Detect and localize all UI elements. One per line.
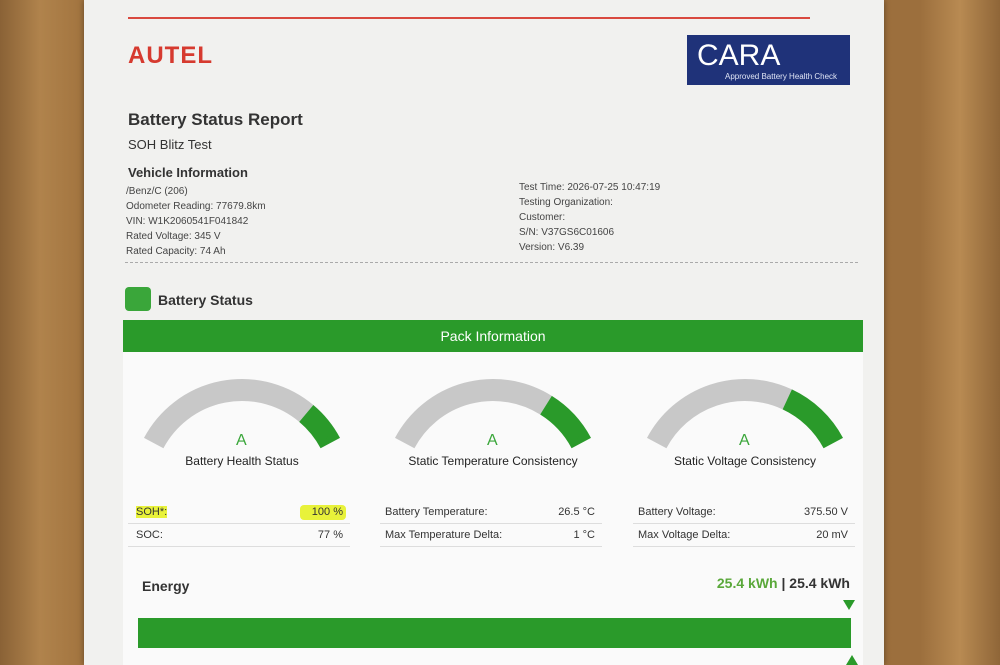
gauge-label: Battery Health Status (185, 454, 299, 468)
row-key: Max Voltage Delta: (638, 529, 731, 541)
row-key: SOC: (136, 529, 163, 541)
highlight (300, 505, 346, 520)
gauge-arc (143, 379, 314, 449)
badge: CARA Approved Battery Health Check (687, 35, 850, 85)
gauge-pointer (316, 436, 328, 447)
row-value: 26.5 °C (558, 506, 595, 518)
row-rule (380, 546, 602, 547)
pack-heading: Pack Information (123, 320, 863, 352)
gauge-arc (298, 404, 341, 449)
row-value: 77 % (317, 529, 343, 541)
row-rule (380, 523, 602, 524)
status-heading: Battery Status (158, 292, 253, 308)
header-rule (128, 17, 810, 19)
vehicle-line: Rated Capacity: 74 Ah (126, 246, 226, 257)
energy-fill (138, 618, 851, 648)
vehicle-line: Testing Organization: (519, 197, 613, 208)
row-value: 20 mV (816, 529, 848, 541)
row-rule (128, 523, 350, 524)
gauge-grade: A (739, 432, 750, 449)
row-rule (633, 546, 855, 547)
vehicle-line: Version: V6.39 (519, 242, 585, 253)
vehicle-line: Customer: (519, 212, 566, 223)
gauge-label: Static Temperature Consistency (408, 454, 578, 468)
energy-total: 25.4 kWh (789, 575, 850, 591)
energy-current: 25.4 kWh (716, 575, 778, 591)
gauge-label: Static Voltage Consistency (673, 454, 817, 468)
row-rule (128, 546, 350, 547)
badge-subtitle: Approved Battery Health Check (725, 72, 838, 81)
vehicle-line: Odometer Reading: 77679.8km (126, 201, 266, 212)
row-key: Battery Temperature: (385, 506, 488, 518)
marker (846, 655, 858, 665)
report-title: Battery Status Report (128, 110, 303, 129)
gauge-arc (782, 389, 844, 449)
pack-panel (123, 320, 863, 665)
vehicle-line: Rated Voltage: 345 V (126, 231, 221, 242)
gauge-pointer (567, 436, 579, 447)
row-rule (633, 523, 855, 524)
row-key: SOH*: (136, 506, 168, 518)
status-icon (125, 287, 151, 311)
vehicle-line: Test Time: 2026-07-25 10:47:19 (519, 182, 661, 193)
vehicle-line: /Benz/C (206) (126, 186, 188, 197)
divider (125, 262, 858, 263)
gauge-arc (394, 379, 552, 449)
row-value: 1 °C (573, 529, 595, 541)
gauge-pointer (819, 436, 831, 447)
badge-title: CARA (697, 39, 781, 72)
row-key: Max Temperature Delta: (385, 529, 503, 541)
row-key: Battery Voltage: (638, 506, 716, 518)
row-value: 375.50 V (803, 506, 848, 518)
brand: AUTEL (128, 42, 213, 69)
row-value: 100 % (311, 506, 343, 518)
report-subtitle: SOH Blitz Test (128, 137, 212, 152)
gauge-grade: A (236, 432, 247, 449)
vehicle-heading: Vehicle Information (128, 165, 248, 180)
vehicle-line: S/N: V37GS6C01606 (519, 227, 615, 238)
gauge-arc (539, 395, 592, 449)
energy-label: Energy (142, 578, 190, 594)
energy-separator: | (781, 575, 786, 591)
energy-values: 25.4 kWh | 25.4 kWh (717, 575, 850, 591)
marker (843, 600, 855, 610)
gauge-arc (646, 379, 792, 449)
vehicle-line: VIN: W1K2060541F041842 (126, 216, 249, 227)
gauge-grade: A (487, 432, 498, 449)
